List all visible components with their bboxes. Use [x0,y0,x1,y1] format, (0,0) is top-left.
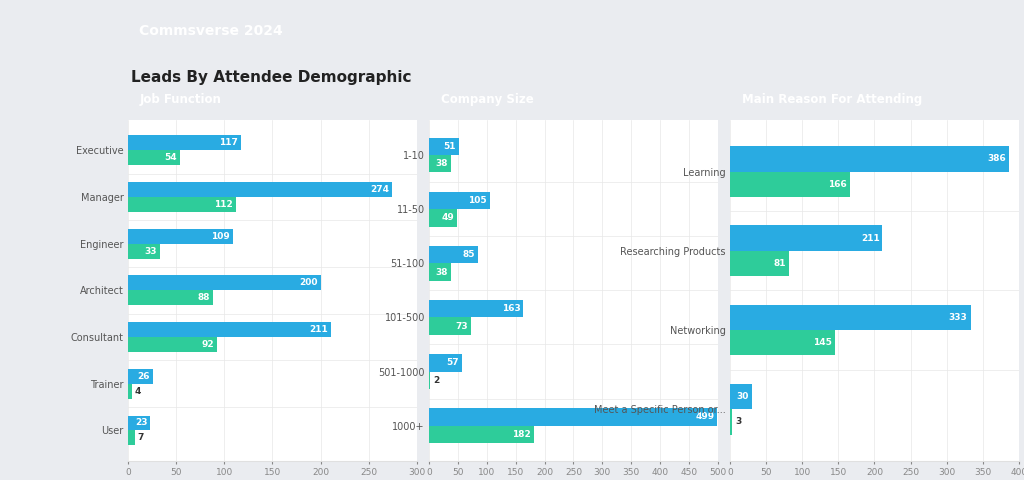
Bar [128,229,232,244]
Bar [128,431,135,445]
Bar [429,317,471,335]
Bar [730,146,1009,171]
Bar [128,182,392,197]
Text: Job Function: Job Function [139,93,221,106]
Bar [730,384,752,409]
Text: 73: 73 [456,322,468,331]
Text: 4: 4 [135,387,141,396]
Text: 274: 274 [370,185,389,194]
Text: 200: 200 [299,278,317,288]
Bar [128,244,160,259]
Text: 54: 54 [165,153,177,162]
Bar [429,408,717,426]
Text: Main Reason For Attending: Main Reason For Attending [741,93,922,106]
Text: 81: 81 [773,259,785,268]
Bar [128,135,241,150]
Text: 211: 211 [861,234,880,242]
Text: 7: 7 [137,433,144,443]
Text: 92: 92 [201,340,214,349]
Bar [730,226,883,251]
Text: 51: 51 [443,142,456,151]
Bar [429,138,459,155]
Bar [429,300,523,317]
Bar [429,264,451,281]
Bar [730,305,971,330]
Text: 105: 105 [468,196,486,205]
Bar [429,426,535,443]
Text: 163: 163 [502,304,520,313]
Bar [730,409,732,435]
Text: Leads By Attendee Demographic: Leads By Attendee Demographic [131,70,412,84]
Bar [128,384,132,399]
Text: 182: 182 [513,430,531,439]
Text: 26: 26 [137,372,151,381]
Bar [730,171,850,197]
Bar [128,276,321,290]
Text: 85: 85 [463,250,475,259]
Bar [429,354,462,372]
Bar [128,197,236,212]
Bar [128,416,151,431]
Text: 49: 49 [441,214,455,222]
Bar [429,372,430,389]
Bar [128,290,213,305]
Text: 30: 30 [736,392,749,401]
Text: 145: 145 [813,338,831,347]
Text: 333: 333 [949,313,968,322]
Bar [730,251,788,276]
Text: 23: 23 [135,419,147,428]
Text: 117: 117 [219,138,238,147]
Text: 109: 109 [211,232,230,241]
Bar [730,330,835,355]
Bar [429,246,478,264]
Text: 33: 33 [144,247,157,256]
Bar [128,150,180,165]
Bar [128,322,331,337]
Text: 211: 211 [309,325,329,334]
Text: 38: 38 [435,159,449,168]
Bar [128,337,216,352]
Text: 57: 57 [446,359,459,367]
Text: 112: 112 [214,200,232,209]
Text: 2: 2 [433,376,439,384]
Text: 38: 38 [435,267,449,276]
Bar [429,155,451,172]
Bar [429,209,458,227]
Text: 166: 166 [828,180,847,189]
Bar [128,369,153,384]
Bar [429,192,489,209]
Text: 88: 88 [198,293,210,302]
Text: Commsverse 2024: Commsverse 2024 [139,24,283,38]
Text: 386: 386 [987,155,1006,163]
Text: 3: 3 [735,418,741,426]
Text: Company Size: Company Size [440,93,534,106]
Text: 499: 499 [695,412,715,421]
